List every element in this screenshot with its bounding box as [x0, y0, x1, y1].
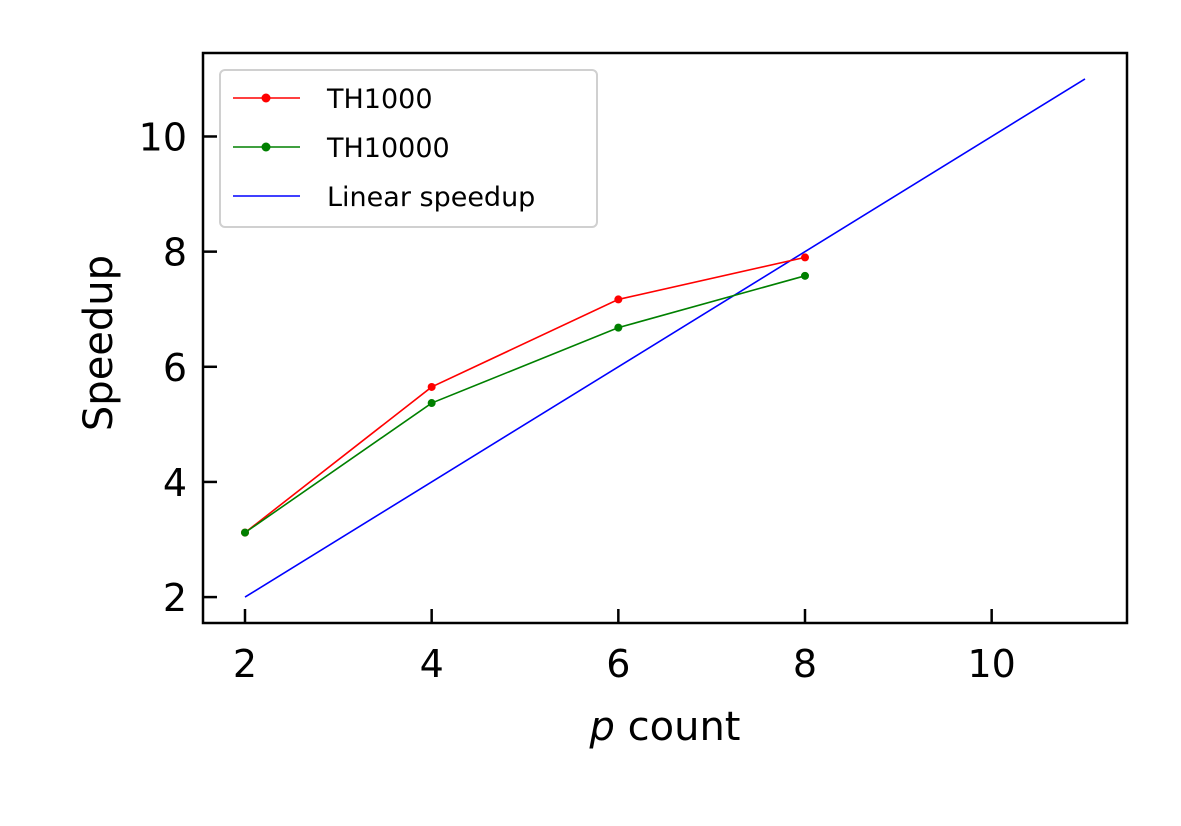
- x-tick-label: 6: [606, 642, 630, 686]
- x-tick-label: 4: [420, 642, 444, 686]
- series-layer: [241, 78, 1086, 598]
- data-point-th10000: [427, 399, 436, 408]
- data-point-th10000: [801, 271, 809, 280]
- legend-label-linear-speedup: Linear speedup: [327, 182, 535, 213]
- legend-box: [219, 69, 598, 228]
- y-tick-label: 2: [163, 576, 187, 620]
- legend-marker-th10000: [261, 142, 271, 152]
- series-line-th10000: [244, 275, 806, 534]
- x-tick-label: 10: [967, 642, 1015, 686]
- y-tick-label: 10: [139, 115, 187, 159]
- tick-layer: 2 4 6 8 10 2 4 6 8 10: [139, 115, 1016, 686]
- x-axis-label-italic: p: [589, 704, 615, 750]
- data-point-th10000: [614, 323, 623, 332]
- legend-marker-th1000: [261, 93, 271, 103]
- x-axis-label: p count: [589, 704, 741, 750]
- y-tick-label: 4: [163, 461, 187, 505]
- y-tick-label: 8: [163, 231, 187, 275]
- x-tick-label: 2: [233, 642, 257, 686]
- legend-label-th10000: TH10000: [326, 133, 450, 164]
- x-axis-label-rest: count: [615, 704, 741, 750]
- plot-frame: [201, 51, 1129, 625]
- data-point-th10000: [241, 528, 249, 537]
- series-line-th1000: [244, 256, 806, 534]
- data-point-th1000: [614, 295, 623, 304]
- legend: TH1000 TH10000 Linear speedup: [219, 69, 598, 228]
- data-point-th1000: [801, 253, 809, 262]
- x-tick-label: 8: [793, 642, 817, 686]
- legend-label-th1000: TH1000: [326, 84, 433, 115]
- series-line-linear-speedup: [244, 78, 1086, 598]
- y-axis-label: Speedup: [76, 255, 122, 431]
- data-point-th1000: [427, 382, 436, 391]
- y-tick-label: 6: [163, 346, 187, 390]
